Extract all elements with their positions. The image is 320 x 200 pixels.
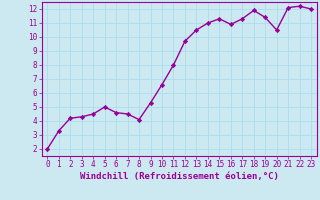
X-axis label: Windchill (Refroidissement éolien,°C): Windchill (Refroidissement éolien,°C) [80,172,279,181]
